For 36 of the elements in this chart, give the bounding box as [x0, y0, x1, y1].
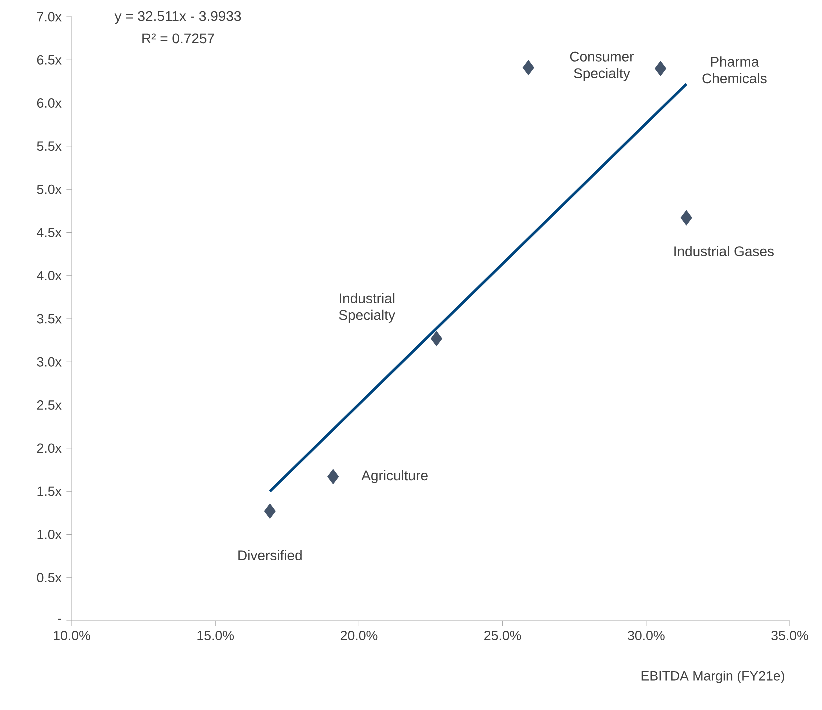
annotation: y = 32.511x - 3.9933: [114, 11, 242, 24]
y-tick-label: 5.0x: [37, 184, 62, 194]
annotation: Pharma Chemicals: [702, 56, 767, 84]
annotation: Industrial Gases: [674, 246, 774, 257]
y-tick-label: 4.5x: [37, 228, 62, 238]
annotation: R² = 0.7257: [142, 34, 214, 44]
y-tick-label: 4.0x: [37, 271, 62, 281]
point: [680, 210, 692, 226]
y-tick-label: 3.0x: [37, 357, 62, 367]
annotation: Consumer Specialty: [570, 52, 634, 82]
y-tick-label: 3.5x: [37, 314, 62, 324]
annotation: Agriculture: [362, 470, 428, 484]
x-tick-label: 30.0%: [628, 631, 665, 640]
x-tick-label: 15.0%: [198, 631, 234, 640]
x-axis-title: EBITDA Margin (FY21e): [642, 671, 784, 684]
point: [522, 60, 534, 76]
y-tick-label: 7.0x: [37, 12, 62, 22]
x-tick-label: 25.0%: [484, 631, 522, 640]
y-tick-label: 2.5x: [37, 400, 62, 410]
y-tick-label: 6.5x: [37, 55, 62, 65]
y-tick-label: 1.5x: [38, 486, 62, 496]
annotation: Diversified: [238, 550, 302, 561]
point: [430, 331, 443, 346]
y-tick-label: 0.5x: [37, 573, 62, 583]
y-tick-label: 6.0x: [37, 98, 62, 108]
x-tick-label: 20.0%: [340, 631, 378, 640]
annotation: Industrial Specialty: [339, 293, 396, 323]
x-tick-label: 10.0%: [54, 631, 90, 640]
y-tick-label: 2.0x: [37, 444, 62, 454]
point: [328, 469, 340, 484]
point: [264, 504, 276, 520]
y-tick-label: 1.0x: [38, 530, 62, 540]
x-tick-label: 35.0%: [772, 631, 808, 640]
y-tick-label: -: [58, 618, 62, 620]
point: [654, 61, 667, 76]
y-tick-label: 5.5x: [37, 142, 62, 152]
